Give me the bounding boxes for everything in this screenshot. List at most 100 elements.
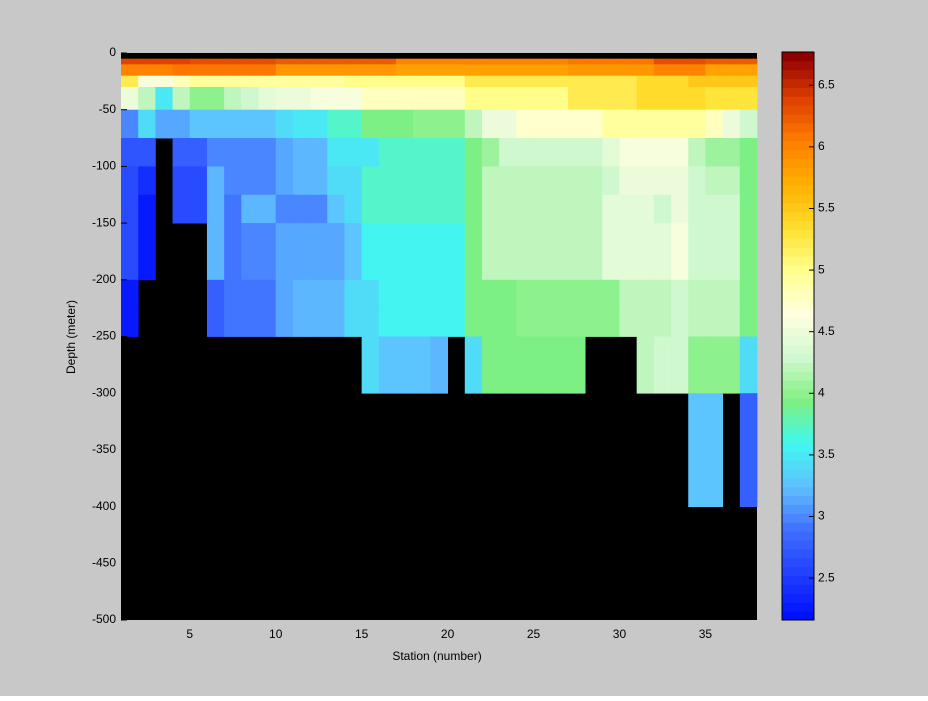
heatmap-cell	[344, 194, 363, 224]
heatmap-cell	[739, 87, 758, 111]
heatmap-cell	[344, 223, 363, 252]
heatmap-cell	[430, 336, 448, 394]
heatmap-cell	[602, 223, 620, 252]
colorbar-swatch	[782, 344, 814, 355]
colorbar-swatch	[782, 611, 814, 621]
x-tick-label: 30	[613, 627, 627, 641]
heatmap-cell	[567, 223, 586, 252]
heatmap-cell	[619, 87, 638, 111]
heatmap-cell	[430, 75, 448, 88]
heatmap-cell	[310, 109, 328, 139]
heatmap-cell	[292, 223, 311, 252]
heatmap-cell	[619, 64, 638, 77]
heatmap-cell	[705, 166, 724, 196]
heatmap-cell	[258, 75, 277, 88]
heatmap-cell	[567, 58, 586, 65]
heatmap-cell	[258, 58, 277, 65]
heatmap-cell	[705, 87, 724, 111]
heatmap-cell	[413, 109, 431, 139]
heatmap-cell	[550, 138, 569, 167]
heatmap-cell	[241, 75, 259, 88]
heatmap-cell	[258, 138, 277, 167]
heatmap-cell	[121, 166, 139, 196]
colorbar-swatch	[782, 389, 814, 399]
heatmap-cell	[602, 166, 620, 196]
heatmap-cell	[258, 64, 277, 77]
heatmap-cell	[327, 64, 345, 77]
heatmap-cell	[224, 251, 242, 281]
heatmap-cell	[671, 223, 689, 252]
heatmap-cell	[533, 138, 552, 167]
heatmap-cell	[567, 308, 586, 337]
colorbar-tick-label: 5	[818, 262, 825, 276]
colorbar-swatch	[782, 566, 814, 577]
heatmap-cell	[464, 194, 483, 224]
heatmap-cell	[481, 87, 500, 111]
heatmap-cell	[396, 109, 414, 139]
heatmap-cell	[671, 251, 689, 281]
heatmap-cell	[481, 138, 500, 167]
heatmap-cell	[722, 138, 741, 167]
heatmap-cell	[447, 279, 466, 309]
heatmap-cell	[688, 393, 706, 507]
heatmap-cell	[619, 109, 638, 139]
heatmap-cell	[430, 87, 448, 111]
heatmap-cell	[636, 64, 655, 77]
heatmap-cell	[172, 75, 191, 88]
heatmap-cell	[292, 166, 311, 196]
heatmap-cell	[447, 109, 466, 139]
heatmap-cell	[189, 194, 208, 224]
heatmap-cell	[739, 223, 758, 252]
heatmap-cell	[688, 279, 706, 309]
heatmap-cell	[722, 194, 741, 224]
colorbar-swatch	[782, 469, 814, 479]
heatmap-cell	[688, 58, 706, 65]
heatmap-cell	[499, 109, 517, 139]
heatmap-cell	[189, 64, 208, 77]
colorbar-swatch	[782, 504, 814, 514]
heatmap-cell	[138, 138, 156, 167]
heatmap-cell	[206, 75, 225, 88]
heatmap-cell	[516, 87, 534, 111]
heatmap-cell	[619, 279, 638, 309]
heatmap-cell	[430, 251, 448, 281]
heatmap-cell	[481, 75, 500, 88]
colorbar-swatch	[782, 557, 814, 568]
heatmap-cell	[481, 279, 500, 309]
colorbar-swatch	[782, 522, 814, 532]
heatmap-cell	[292, 109, 311, 139]
heatmap-cell	[533, 251, 552, 281]
heatmap-cell	[396, 138, 414, 167]
heatmap-cell	[464, 336, 483, 394]
heatmap-cell	[258, 223, 277, 252]
heatmap-cell	[292, 75, 311, 88]
heatmap-cell	[567, 166, 586, 196]
heatmap-cell	[464, 166, 483, 196]
heatmap-cell	[413, 87, 431, 111]
heatmap-cell	[464, 87, 483, 111]
colorbar-swatch	[782, 398, 814, 408]
colorbar-swatch	[782, 486, 814, 497]
heatmap-cell	[447, 138, 466, 167]
heatmap-cell	[636, 308, 655, 337]
heatmap-cell	[602, 64, 620, 77]
heatmap-cell	[378, 87, 397, 111]
heatmap-cell	[413, 138, 431, 167]
heatmap-cell	[413, 64, 431, 77]
heatmap-cell	[602, 308, 620, 337]
heatmap-cell	[292, 251, 311, 281]
heatmap-cell	[602, 87, 620, 111]
heatmap-cell	[688, 336, 706, 394]
heatmap-cell	[602, 58, 620, 65]
heatmap-cell	[550, 109, 569, 139]
heatmap-cell	[671, 64, 689, 77]
heatmap-cell	[258, 279, 277, 309]
heatmap-cell	[361, 166, 380, 196]
heatmap-cell	[585, 251, 603, 281]
heatmap-cell	[636, 223, 655, 252]
heatmap-cell	[447, 223, 466, 252]
heatmap-cell	[739, 279, 758, 309]
heatmap-cell	[310, 194, 328, 224]
colorbar-swatch	[782, 442, 814, 452]
